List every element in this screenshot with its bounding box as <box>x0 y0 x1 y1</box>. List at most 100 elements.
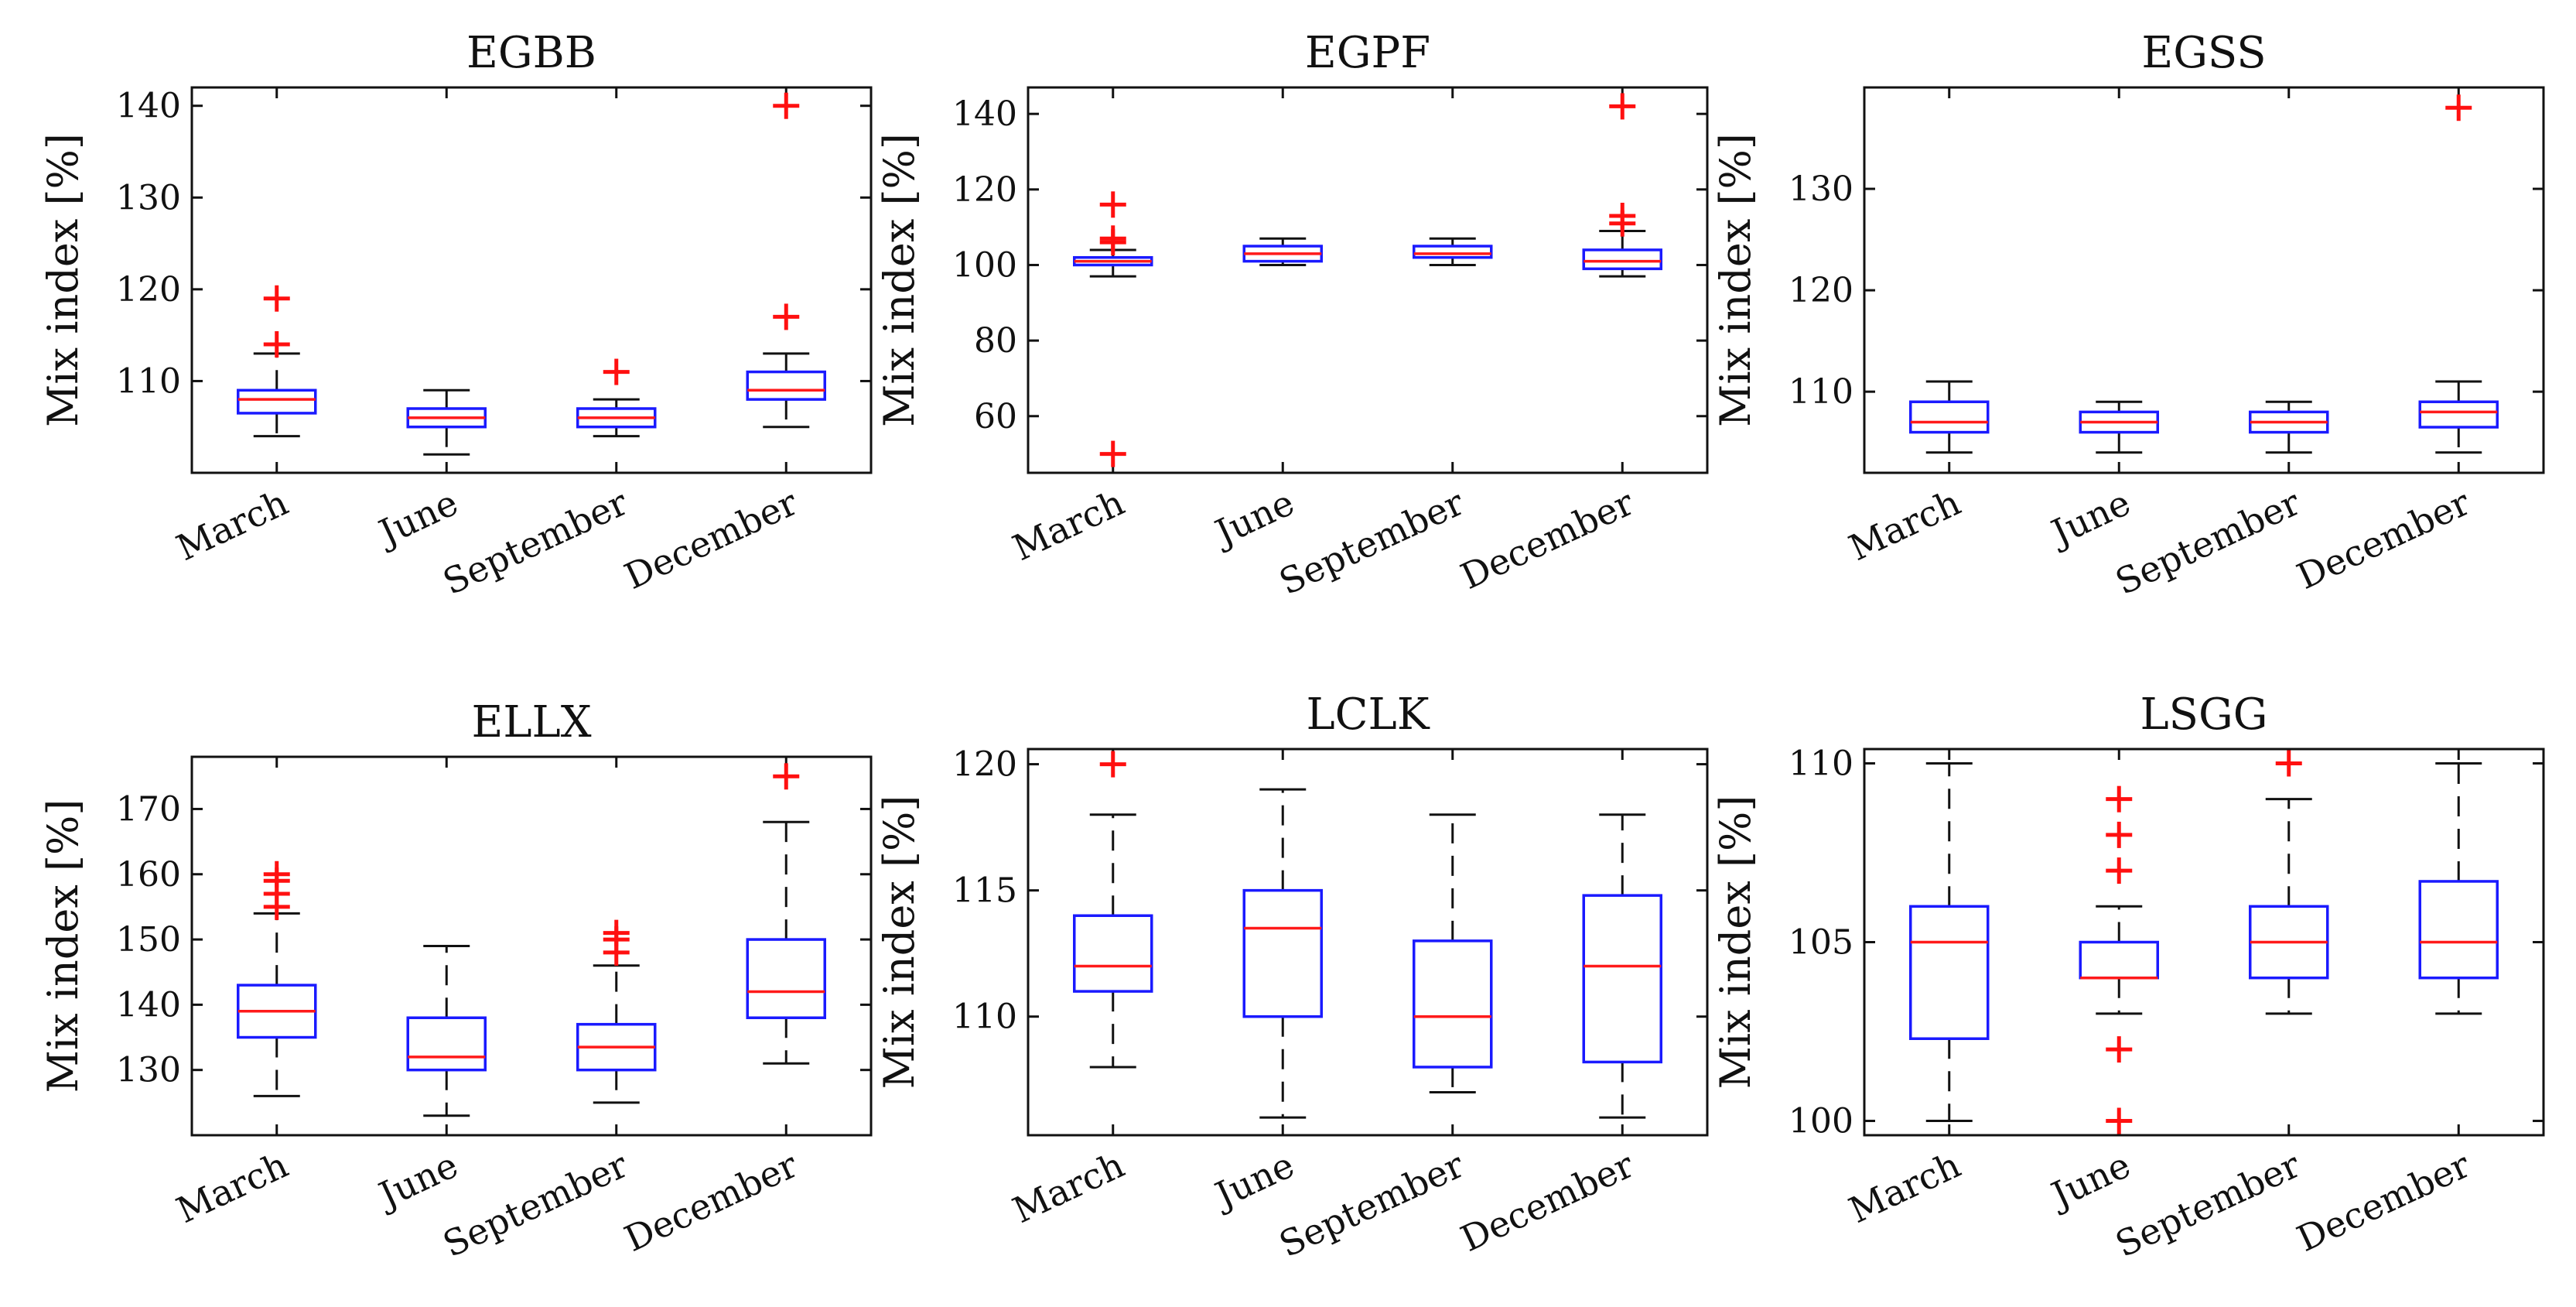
chart-panel-egpf: EGPF Mix index [%] 60 80 100 120 140 March JuneS… <box>875 28 1709 603</box>
outlier-marker <box>1099 225 1126 252</box>
x-tick-label-september: September <box>1273 1144 1470 1265</box>
box-december <box>2418 94 2499 454</box>
x-tick-label-december: December <box>2291 481 2476 597</box>
box-september <box>2249 750 2329 1015</box>
box-december <box>1582 93 1662 278</box>
iqr-box <box>1582 894 1662 1064</box>
iqr-box <box>746 938 826 1019</box>
chart-panel-egbb: EGBB Mix index [%] 110 120 130 140 March JuneSe… <box>39 28 873 603</box>
box-september <box>1413 813 1493 1094</box>
y-tick-label: 130 <box>116 1051 181 1090</box>
iqr-box <box>1413 939 1493 1069</box>
box-march <box>1073 751 1153 1069</box>
iqr-box <box>1909 905 1990 1040</box>
y-tick-label: 60 <box>974 397 1017 436</box>
y-tick-label: 110 <box>1789 744 1853 783</box>
y-tick-label: 115 <box>952 871 1017 911</box>
x-tick-label-march: March <box>170 1144 294 1231</box>
outlier-marker <box>2106 785 2133 813</box>
box-june <box>1242 237 1323 266</box>
x-tick-label-march: March <box>1006 1144 1130 1231</box>
chart-panel-lsgg: LSGG Mix index [%] 100 105 110 March JuneSepte… <box>1711 689 2545 1265</box>
y-tick-label: 140 <box>116 985 181 1025</box>
x-tick-label-march: March <box>1843 481 1966 569</box>
box-december <box>746 92 826 429</box>
y-tick-label: 100 <box>1789 1102 1853 1141</box>
plot-frame <box>1863 748 2545 1137</box>
box-december <box>1582 813 1662 1119</box>
x-tick-label-december: December <box>2291 1144 2476 1260</box>
x-tick-label-september: September <box>436 1144 634 1265</box>
outlier-marker <box>2106 1036 2133 1063</box>
iqr-box <box>1413 245 1493 259</box>
y-axis-label: Mix index [%] <box>875 795 924 1090</box>
iqr-box <box>2418 400 2499 429</box>
plot-frame <box>1027 748 1709 1137</box>
box-september <box>576 358 657 438</box>
y-axis-label: Mix index [%] <box>1711 133 1760 427</box>
outlier-marker <box>603 358 630 385</box>
box-march <box>1909 380 1990 454</box>
x-tick-label-june: June <box>2042 481 2137 555</box>
outlier-marker <box>773 303 800 330</box>
iqr-box <box>2079 940 2159 980</box>
outlier-marker <box>603 919 630 946</box>
y-tick-label: 120 <box>116 270 181 310</box>
x-tick-label-december: December <box>1454 481 1640 597</box>
box-september <box>576 919 657 1104</box>
x-tick-label-march: March <box>1006 481 1130 569</box>
x-tick-label-june: June <box>1206 1144 1300 1217</box>
x-tick-label-september: September <box>2109 1144 2306 1265</box>
box-june <box>2079 400 2159 454</box>
iqr-box <box>1073 914 1153 993</box>
y-tick-label: 170 <box>116 789 181 829</box>
chart-panel-lclk: LCLK Mix index [%] 110 115 120 March JuneSepte… <box>875 689 1709 1265</box>
iqr-box <box>746 370 826 401</box>
chart-panel-ellx: ELLX Mix index [%] 130 140 150 160 170 March Jun… <box>39 697 873 1265</box>
box-june <box>406 388 487 456</box>
chart-title: LSGG <box>2140 689 2267 740</box>
outlier-marker <box>2106 857 2133 884</box>
box-december <box>2418 761 2499 1015</box>
y-tick-label: 110 <box>116 361 181 401</box>
iqr-box <box>2418 880 2499 980</box>
y-tick-label: 80 <box>974 321 1017 361</box>
x-tick-label-september: September <box>2109 481 2306 603</box>
iqr-box <box>237 388 317 415</box>
box-june <box>2079 785 2159 1134</box>
y-tick-label: 120 <box>952 745 1017 785</box>
plot-frame <box>1863 86 2545 474</box>
plot-frame <box>190 755 873 1137</box>
iqr-box <box>406 1016 487 1072</box>
y-axis-label: Mix index [%] <box>875 133 924 427</box>
outlier-marker <box>2275 750 2302 777</box>
y-tick-label: 110 <box>1789 372 1853 412</box>
x-tick-label-march: March <box>170 481 294 569</box>
chart-title: EGBB <box>466 28 596 78</box>
x-tick-label-december: December <box>618 481 804 597</box>
y-axis-label: Mix index [%] <box>1711 795 1760 1090</box>
outlier-marker <box>1099 440 1126 467</box>
chart-title: EGSS <box>2141 28 2266 78</box>
outlier-marker <box>263 285 290 312</box>
outlier-marker <box>263 331 290 358</box>
box-september <box>1413 237 1493 266</box>
y-tick-label: 105 <box>1789 923 1853 963</box>
box-september <box>2249 400 2329 454</box>
y-axis-label: Mix index [%] <box>39 133 87 427</box>
x-tick-label-june: June <box>370 1144 464 1217</box>
y-tick-label: 140 <box>116 87 181 126</box>
x-tick-label-june: June <box>1206 481 1300 555</box>
box-march <box>1909 761 1990 1123</box>
x-tick-label-december: December <box>1454 1144 1640 1260</box>
y-tick-label: 120 <box>952 170 1017 210</box>
box-june <box>1242 788 1323 1119</box>
x-tick-label-december: December <box>618 1144 804 1260</box>
outlier-marker <box>1609 93 1636 120</box>
outlier-marker <box>1609 203 1636 229</box>
y-axis-label: Mix index [%] <box>39 799 87 1093</box>
outlier-marker <box>1099 751 1126 778</box>
iqr-box <box>1582 248 1662 271</box>
iqr-box <box>1909 400 1990 434</box>
